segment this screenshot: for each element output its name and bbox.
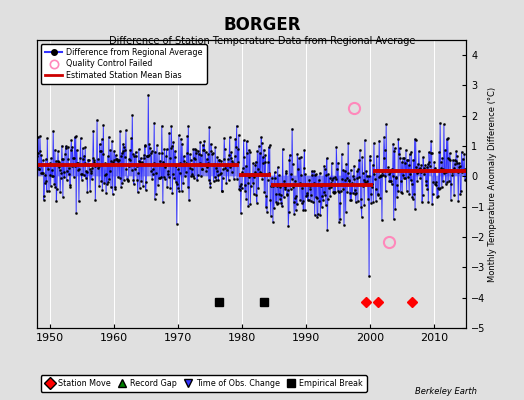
Y-axis label: Monthly Temperature Anomaly Difference (°C): Monthly Temperature Anomaly Difference (… <box>488 86 497 282</box>
Text: BORGER: BORGER <box>223 16 301 34</box>
Legend: Difference from Regional Average, Quality Control Failed, Estimated Station Mean: Difference from Regional Average, Qualit… <box>41 44 207 84</box>
Legend: Station Move, Record Gap, Time of Obs. Change, Empirical Break: Station Move, Record Gap, Time of Obs. C… <box>41 375 367 392</box>
Text: Difference of Station Temperature Data from Regional Average: Difference of Station Temperature Data f… <box>109 36 415 46</box>
Text: Berkeley Earth: Berkeley Earth <box>415 387 477 396</box>
